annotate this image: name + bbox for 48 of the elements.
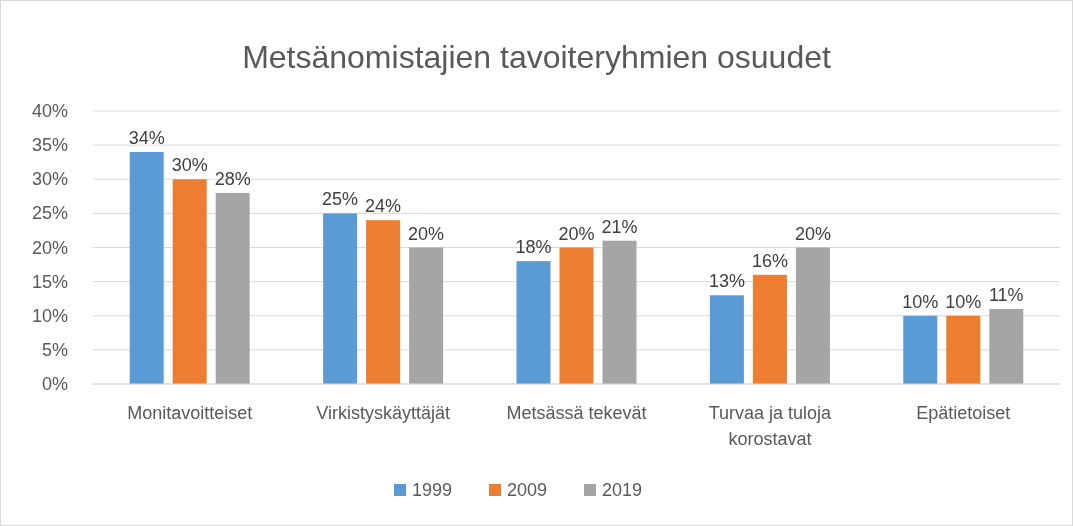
data-label: 25% (322, 189, 359, 210)
y-tick-label: 30% (31, 169, 68, 190)
x-tick-label: Epätietoiset (916, 403, 1011, 423)
data-label: 20% (408, 223, 445, 244)
y-tick-label: 35% (31, 135, 68, 156)
bar (409, 247, 444, 384)
bar (323, 213, 358, 384)
data-label: 16% (751, 250, 788, 271)
data-label: 30% (171, 155, 208, 176)
data-label: 20% (558, 223, 595, 244)
legend-label: 2009 (507, 480, 548, 500)
data-label: 20% (794, 223, 831, 244)
data-label: 21% (601, 216, 638, 237)
bar (903, 315, 938, 384)
bar (602, 240, 637, 384)
bar (989, 308, 1024, 384)
y-tick-label: 20% (31, 237, 68, 258)
x-tick-label: Monitavoitteiset (127, 403, 253, 423)
bar (172, 179, 207, 384)
bar (559, 247, 594, 384)
data-label: 13% (708, 271, 745, 292)
data-label: 34% (128, 127, 165, 148)
data-label: 24% (365, 196, 402, 217)
y-tick-label: 10% (31, 305, 68, 326)
y-tick-label: 5% (41, 339, 68, 360)
bar (129, 151, 164, 384)
bar (709, 295, 744, 384)
x-tick-label: Virkistyskäyttäjät (316, 403, 450, 423)
y-tick-label: 25% (31, 203, 68, 224)
bar (215, 192, 250, 384)
data-label: 11% (988, 284, 1024, 305)
data-label: 10% (902, 291, 939, 312)
x-tick-label: Turvaa ja tuloja korostavat (708, 403, 833, 449)
bar (516, 261, 551, 384)
x-tick-label: Metsässä tekevät (506, 403, 647, 423)
chart-title: Metsänomistajien tavoiteryhmien osuudet (242, 39, 831, 75)
data-label: 28% (214, 168, 251, 189)
legend-label: 2019 (602, 480, 643, 500)
legend-label: 1999 (412, 480, 453, 500)
bar (752, 274, 787, 384)
data-label: 18% (515, 237, 552, 258)
bar (366, 220, 401, 384)
y-tick-label: 15% (31, 271, 68, 292)
bar (946, 315, 981, 384)
y-tick-label: 40% (31, 101, 68, 121)
bar (795, 247, 830, 384)
data-label: 10% (945, 291, 982, 312)
y-tick-label: 0% (41, 374, 68, 394)
